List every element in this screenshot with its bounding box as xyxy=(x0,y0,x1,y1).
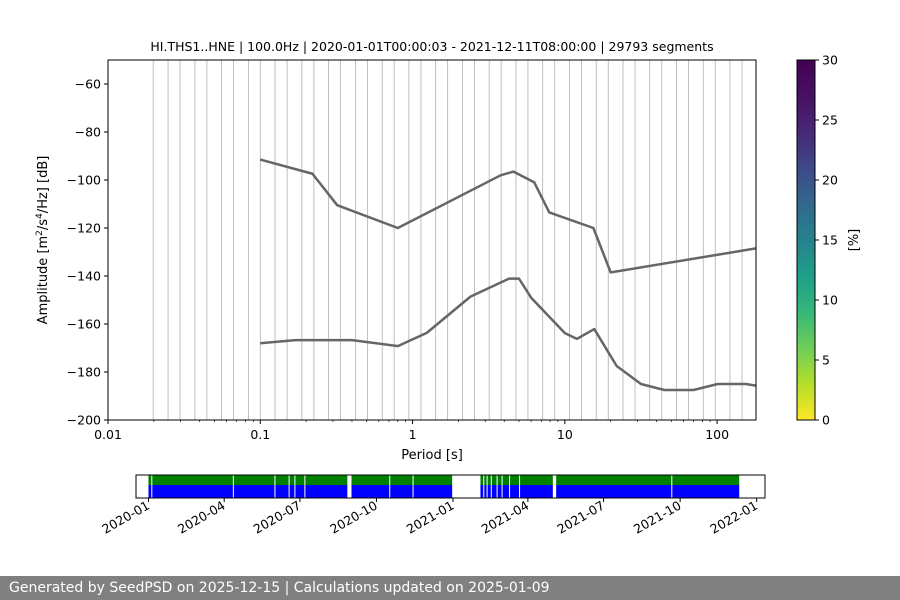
timeline-tick-label: 2020-10 xyxy=(327,498,380,537)
noise-models xyxy=(259,158,756,392)
y-tick-label: −140 xyxy=(67,269,101,284)
psd-span xyxy=(480,485,553,498)
colorbar-tick-label: 15 xyxy=(822,233,838,248)
x-axis-label: Period [s] xyxy=(401,448,463,463)
y-tick-label: −60 xyxy=(75,77,101,92)
colorbar-tick-label: 10 xyxy=(822,293,838,308)
colorbar-tick-label: 25 xyxy=(822,113,838,128)
colorbar-tick-label: 5 xyxy=(822,353,830,368)
psd-span xyxy=(351,485,453,498)
timeline-tick-label: 2020-04 xyxy=(175,498,228,537)
plot-frame xyxy=(107,59,757,421)
y-axis-label-end: /Hz] [dB] xyxy=(36,156,51,214)
timeline xyxy=(148,475,740,498)
y-axis-label-mid: /s xyxy=(36,219,51,230)
y-tick-label: −120 xyxy=(67,221,101,236)
psd-span xyxy=(556,485,740,498)
x-axis-ticks: 0.01 0.1 1 10 100 xyxy=(94,420,729,442)
timeline-tick-label: 2020-07 xyxy=(251,498,304,537)
timeline-tick-label: 2021-01 xyxy=(404,498,457,537)
x-tick-label: 0.01 xyxy=(94,427,122,442)
y-tick-label: −80 xyxy=(75,125,101,140)
timeline-tick-label: 2021-04 xyxy=(479,498,532,537)
y-axis-label: Amplitude [m2/s4/Hz] [dB] xyxy=(35,156,51,325)
data-span xyxy=(148,475,348,485)
colorbar-tick-label: 20 xyxy=(822,173,838,188)
timeline-tick-label: 2021-07 xyxy=(554,498,607,537)
colorbar-tick-label: 0 xyxy=(822,413,830,428)
y-axis-ticks: −60 −80 −100 −120 −140 −160 −180 −200 xyxy=(67,77,108,428)
x-tick-label: 10 xyxy=(557,427,573,442)
y-tick-label: −180 xyxy=(67,365,101,380)
y-axis-label-sup1: 2 xyxy=(35,230,45,236)
timeline-frame xyxy=(135,474,766,499)
timeline-tick-label: 2022-01 xyxy=(707,498,760,537)
psd-span xyxy=(148,485,348,498)
y-tick-label: −100 xyxy=(67,173,101,188)
y-tick-label: −200 xyxy=(67,413,101,428)
colorbar xyxy=(796,59,816,421)
footer: Generated by SeedPSD on 2025-12-15 | Cal… xyxy=(0,576,900,600)
chart-title: HI.THS1..HNE | 100.0Hz | 2020-01-01T00:0… xyxy=(150,39,713,54)
x-tick-label: 1 xyxy=(409,427,417,442)
data-span xyxy=(351,475,453,485)
x-tick-label: 100 xyxy=(705,427,729,442)
y-axis-label-main: Amplitude [m xyxy=(36,236,51,325)
period-grid xyxy=(152,60,743,420)
timeline-tick-label: 2021-10 xyxy=(631,498,684,537)
colorbar-label: [%] xyxy=(847,229,862,252)
nlnm-line xyxy=(260,277,756,392)
nhnm-line xyxy=(259,158,756,274)
y-axis-label-sup2: 4 xyxy=(35,213,45,219)
colorbar-tick-label: 30 xyxy=(822,53,838,68)
y-tick-label: −160 xyxy=(67,317,101,332)
figure: HI.THS1..HNE | 100.0Hz | 2020-01-01T00:0… xyxy=(35,39,862,537)
data-span xyxy=(556,475,740,485)
x-tick-label: 0.1 xyxy=(250,427,270,442)
timeline-tick-label: 2020-01 xyxy=(99,498,152,537)
colorbar-ticks: 0 5 10 15 20 25 30 xyxy=(815,53,838,428)
data-span xyxy=(480,475,553,485)
timeline-ticks: 2020-01 2020-04 2020-07 2020-10 2021-01 2021-… xyxy=(99,498,760,537)
